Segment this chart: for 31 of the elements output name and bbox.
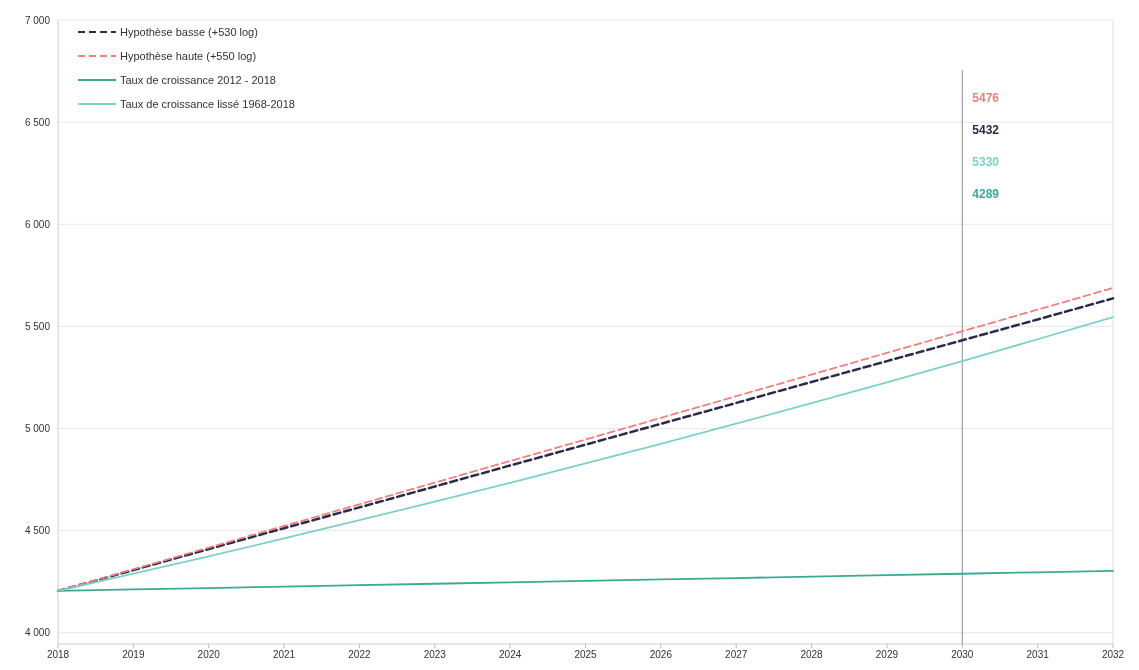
x-tick-label: 2031 (1026, 649, 1050, 660)
x-tick-label: 2030 (951, 649, 974, 660)
x-tick-label: 2019 (122, 649, 145, 660)
legend-label: Taux de croissance lissé 1968-2018 (120, 97, 295, 110)
x-tick-label: 2027 (725, 649, 748, 660)
y-tick-label: 7 000 (24, 14, 51, 26)
line-series (57, 569, 1114, 592)
y-tick-label: 5 000 (24, 423, 51, 435)
annotation: 4289 (972, 187, 1000, 201)
x-tick-label: 2026 (649, 649, 673, 660)
x-tick-label: 2024 (499, 649, 522, 660)
y-tick-label: 4 500 (24, 525, 51, 537)
y-tick-label: 4 000 (24, 627, 51, 639)
x-tick-label: 2021 (272, 649, 296, 660)
y-tick-label: 6 500 (24, 116, 51, 128)
annotation: 5432 (972, 123, 1000, 137)
x-tick-label: 2028 (800, 649, 824, 660)
annotation: 5476 (972, 91, 1000, 105)
annotation: 5330 (972, 155, 1000, 169)
y-tick-label: 6 000 (24, 218, 51, 230)
x-tick-label: 2023 (423, 649, 447, 660)
x-tick-label: 2025 (574, 649, 598, 660)
y-tick-label: 5 500 (24, 320, 51, 332)
x-tick-label: 2032 (1101, 649, 1125, 660)
legend-label: Taux de croissance 2012 - 2018 (120, 73, 276, 86)
legend-label: Hypothèse haute (+550 log) (120, 49, 257, 62)
x-tick-label: 2020 (197, 649, 221, 660)
x-tick-label: 2022 (348, 649, 371, 660)
x-tick-label: 2018 (46, 649, 70, 660)
legend-label: Hypothèse basse (+530 log) (120, 25, 258, 38)
x-tick-label: 2029 (875, 649, 899, 660)
